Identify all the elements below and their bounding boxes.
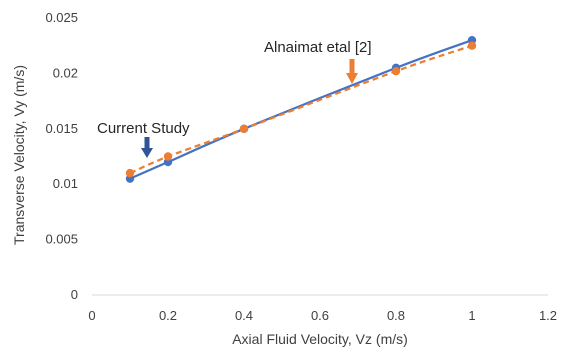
annotation-alnaimat: Alnaimat etal [2] [264, 39, 372, 56]
y-tick-label: 0.01 [53, 176, 78, 191]
series-current [125, 35, 477, 183]
arrow-alnaimat [346, 59, 358, 84]
y-tick-labels: 0 0.005 0.01 0.015 0.02 0.025 [45, 10, 78, 302]
annotation-current-study: Current Study [97, 120, 190, 137]
series-alnaimat [125, 41, 477, 178]
arrow-current-study [141, 137, 153, 158]
y-axis-title: Transverse Velocity, Vy (m/s) [11, 65, 27, 245]
x-tick-label: 1.2 [539, 308, 557, 323]
x-tick-label: 1 [468, 308, 475, 323]
x-tick-label: 0 [88, 308, 95, 323]
x-tick-labels: 0 0.2 0.4 0.6 0.8 1 1.2 [88, 308, 557, 323]
series-layer [125, 35, 477, 183]
x-tick-label: 0.8 [387, 308, 405, 323]
series-line-current [129, 39, 473, 180]
annotations: Current Study Alnaimat etal [2] [97, 39, 372, 158]
y-tick-label: 0.015 [45, 121, 78, 136]
data-point-alnaimat [467, 41, 477, 50]
data-point-alnaimat [125, 168, 135, 178]
data-point-alnaimat [239, 124, 249, 133]
x-tick-label: 0.6 [311, 308, 329, 323]
x-tick-label: 0.2 [159, 308, 177, 323]
series-line-alnaimat [129, 44, 473, 175]
y-tick-label: 0.02 [53, 65, 78, 80]
x-axis-title: Axial Fluid Velocity, Vz (m/s) [232, 331, 408, 347]
y-tick-label: 0.005 [45, 232, 78, 247]
y-tick-label: 0.025 [45, 10, 78, 25]
y-tick-label: 0 [71, 287, 78, 302]
data-point-alnaimat [391, 66, 401, 76]
x-tick-label: 0.4 [235, 308, 253, 323]
data-point-alnaimat [163, 152, 173, 161]
